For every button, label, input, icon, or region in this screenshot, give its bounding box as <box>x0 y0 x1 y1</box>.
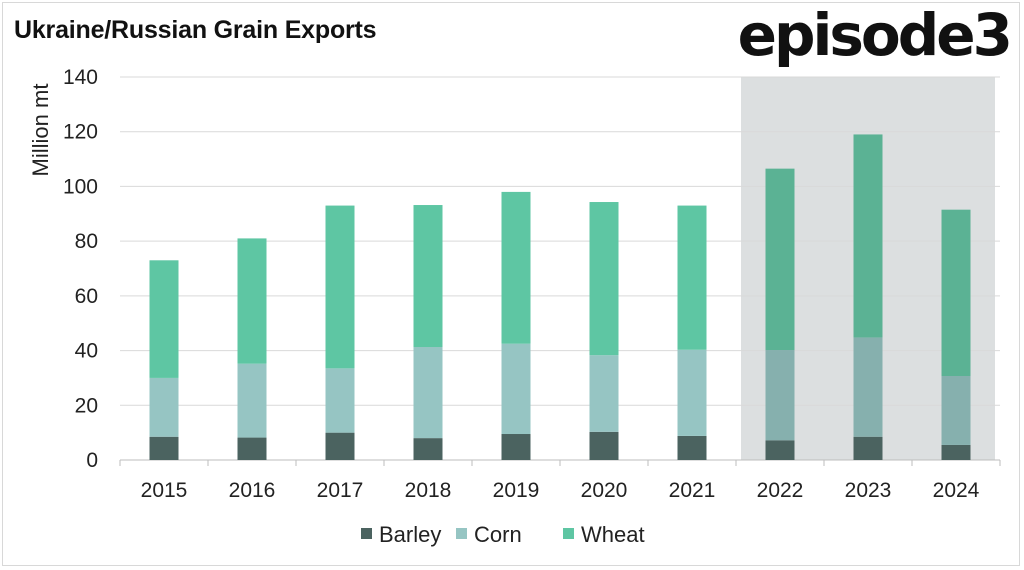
y-tick-label: 120 <box>63 121 98 144</box>
y-axis-label: Million mt <box>28 84 53 177</box>
legend-label-barley: Barley <box>379 522 441 547</box>
x-tick-label: 2022 <box>757 479 804 502</box>
bar-corn-2023 <box>853 337 883 437</box>
bar-barley-2022 <box>765 440 795 460</box>
bar-corn-2018 <box>413 347 443 439</box>
chart-title: Ukraine/Russian Grain Exports <box>14 16 377 44</box>
x-tick-label: 2017 <box>317 479 364 502</box>
bar-barley-2023 <box>853 436 883 460</box>
bar-barley-2021 <box>677 435 707 460</box>
y-tick-label: 140 <box>63 66 98 89</box>
bar-corn-2024 <box>941 376 971 445</box>
bar-wheat-2019 <box>501 191 531 344</box>
grid-layer <box>119 76 1001 466</box>
x-tick-labels: 2015 2016 2017 2018 2019 2020 2021 2022 2023 2024 <box>141 479 980 502</box>
bar-wheat-2023 <box>853 134 883 338</box>
bar-barley-2015 <box>149 436 179 460</box>
bar-wheat-2015 <box>149 260 179 378</box>
legend-swatch-barley <box>361 528 372 539</box>
x-tick-label: 2023 <box>845 479 892 502</box>
bar-corn-2019 <box>501 343 531 435</box>
x-tick-label: 2024 <box>933 479 980 502</box>
bar-wheat-2024 <box>941 209 971 377</box>
y-tick-label: 60 <box>75 285 98 308</box>
bar-corn-2020 <box>589 355 619 432</box>
legend-label-corn: Corn <box>474 522 522 547</box>
y-tick-label: 0 <box>86 449 98 472</box>
y-tick-label: 40 <box>75 340 98 363</box>
bar-barley-2024 <box>941 444 971 460</box>
bars-layer <box>149 134 971 460</box>
legend-swatch-wheat <box>563 528 574 539</box>
bar-wheat-2022 <box>765 168 795 351</box>
bar-barley-2019 <box>501 434 531 460</box>
brand-logo: episode3 <box>737 1 1013 69</box>
bar-wheat-2018 <box>413 205 443 348</box>
bar-corn-2017 <box>325 368 355 433</box>
bar-corn-2021 <box>677 349 707 436</box>
x-tick-label: 2015 <box>141 479 188 502</box>
legend: Barley Corn Wheat <box>361 522 645 547</box>
y-tick-labels: 0 20 40 60 80 100 120 140 <box>63 66 98 472</box>
y-tick-label: 100 <box>63 175 98 198</box>
x-tick-label: 2019 <box>493 479 540 502</box>
legend-label-wheat: Wheat <box>581 522 645 547</box>
bar-barley-2018 <box>413 438 443 460</box>
bar-corn-2016 <box>237 363 267 438</box>
bar-wheat-2016 <box>237 238 267 364</box>
bar-wheat-2020 <box>589 202 619 356</box>
x-tick-label: 2018 <box>405 479 452 502</box>
x-tick-label: 2020 <box>581 479 628 502</box>
bar-barley-2016 <box>237 437 267 460</box>
x-tick-label: 2016 <box>229 479 276 502</box>
legend-swatch-corn <box>456 528 467 539</box>
y-tick-label: 20 <box>75 394 98 417</box>
x-tick-label: 2021 <box>669 479 716 502</box>
bar-wheat-2021 <box>677 205 707 350</box>
bar-corn-2022 <box>765 350 795 441</box>
bar-barley-2017 <box>325 432 355 460</box>
bar-barley-2020 <box>589 431 619 460</box>
bar-wheat-2017 <box>325 205 355 369</box>
y-tick-label: 80 <box>75 230 98 253</box>
bar-corn-2015 <box>149 377 179 437</box>
